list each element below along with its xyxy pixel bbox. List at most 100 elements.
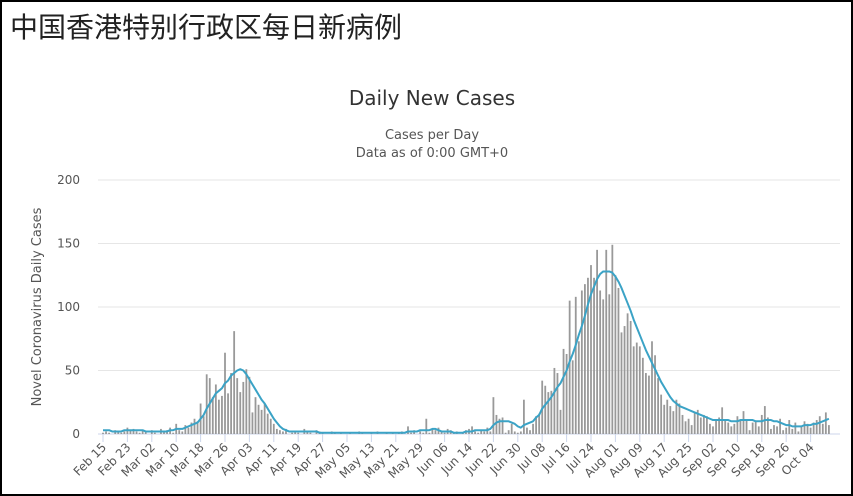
y-tick-label: 150: [57, 237, 80, 251]
bar: [736, 416, 739, 434]
bar: [815, 420, 818, 434]
bar: [135, 431, 138, 434]
bar: [532, 423, 534, 434]
bar: [275, 428, 278, 434]
bar: [272, 423, 275, 434]
bar: [498, 418, 501, 434]
bar: [593, 277, 595, 434]
bar: [782, 430, 785, 434]
bar: [699, 417, 702, 434]
bar: [806, 423, 809, 434]
chart-subtitle: Cases per Day: [385, 128, 479, 143]
bar: [651, 341, 653, 434]
bar: [779, 418, 781, 434]
y-tick-label: 50: [65, 364, 80, 378]
bar: [818, 416, 821, 434]
bar: [141, 430, 144, 434]
y-tick-label: 200: [57, 173, 80, 187]
bar: [596, 249, 598, 434]
bar: [535, 416, 537, 434]
bar: [297, 432, 300, 434]
bar: [202, 416, 205, 434]
bar: [635, 342, 638, 434]
bar: [645, 373, 647, 434]
bar: [242, 381, 245, 434]
bar: [794, 422, 797, 434]
bar: [706, 416, 708, 434]
bar: [608, 294, 611, 434]
bar: [538, 413, 541, 434]
bar: [654, 355, 656, 434]
bar: [672, 411, 675, 434]
bar: [605, 249, 608, 434]
bar: [419, 431, 422, 434]
bar: [587, 277, 589, 434]
bar: [824, 412, 827, 434]
bar: [745, 420, 748, 434]
bar: [431, 428, 434, 434]
bar: [120, 432, 123, 434]
bar: [568, 300, 571, 434]
bar: [187, 427, 190, 434]
bar: [632, 346, 635, 434]
bar: [306, 431, 309, 434]
bar: [577, 341, 580, 434]
bar: [660, 394, 663, 434]
bar: [690, 425, 693, 434]
average-line: [103, 270, 830, 434]
bar: [269, 418, 272, 434]
bar: [614, 275, 617, 434]
bar: [617, 287, 620, 434]
bar: [526, 427, 528, 434]
bar: [129, 430, 132, 434]
bar: [544, 385, 547, 434]
bar: [574, 296, 577, 434]
bar: [803, 421, 806, 434]
bar: [193, 418, 196, 434]
bar: [208, 378, 211, 434]
bar: [648, 375, 650, 434]
bar: [434, 430, 437, 434]
bar: [266, 413, 269, 434]
bar: [727, 422, 730, 434]
bar: [556, 373, 559, 434]
bar: [702, 414, 705, 434]
bar: [211, 397, 214, 434]
bar: [123, 431, 126, 434]
bar: [218, 399, 220, 434]
bar: [489, 431, 492, 434]
bar: [657, 378, 659, 434]
bar: [108, 432, 110, 434]
bar: [666, 399, 669, 434]
bar: [196, 421, 199, 434]
bar: [788, 420, 791, 434]
bar: [602, 299, 605, 434]
bar: [678, 403, 681, 434]
bar: [663, 404, 666, 434]
bar: [791, 428, 794, 434]
bar: [132, 428, 135, 434]
bar: [724, 420, 727, 434]
bar: [492, 397, 495, 434]
bar: [812, 422, 815, 434]
bar: [495, 414, 498, 434]
chart-title: Daily New Cases: [349, 86, 515, 110]
bar: [163, 431, 165, 434]
bar: [471, 426, 473, 434]
bar: [669, 406, 672, 434]
bar: [739, 420, 742, 434]
bar: [407, 426, 409, 434]
bar: [629, 320, 632, 434]
bar: [562, 348, 565, 434]
bar: [599, 290, 602, 434]
bar: [254, 397, 257, 434]
bar: [248, 376, 251, 434]
bar: [776, 426, 778, 434]
bar: [291, 432, 293, 434]
bar: [641, 357, 644, 434]
bar: [733, 423, 736, 434]
bar: [748, 430, 751, 434]
bar: [828, 425, 830, 434]
